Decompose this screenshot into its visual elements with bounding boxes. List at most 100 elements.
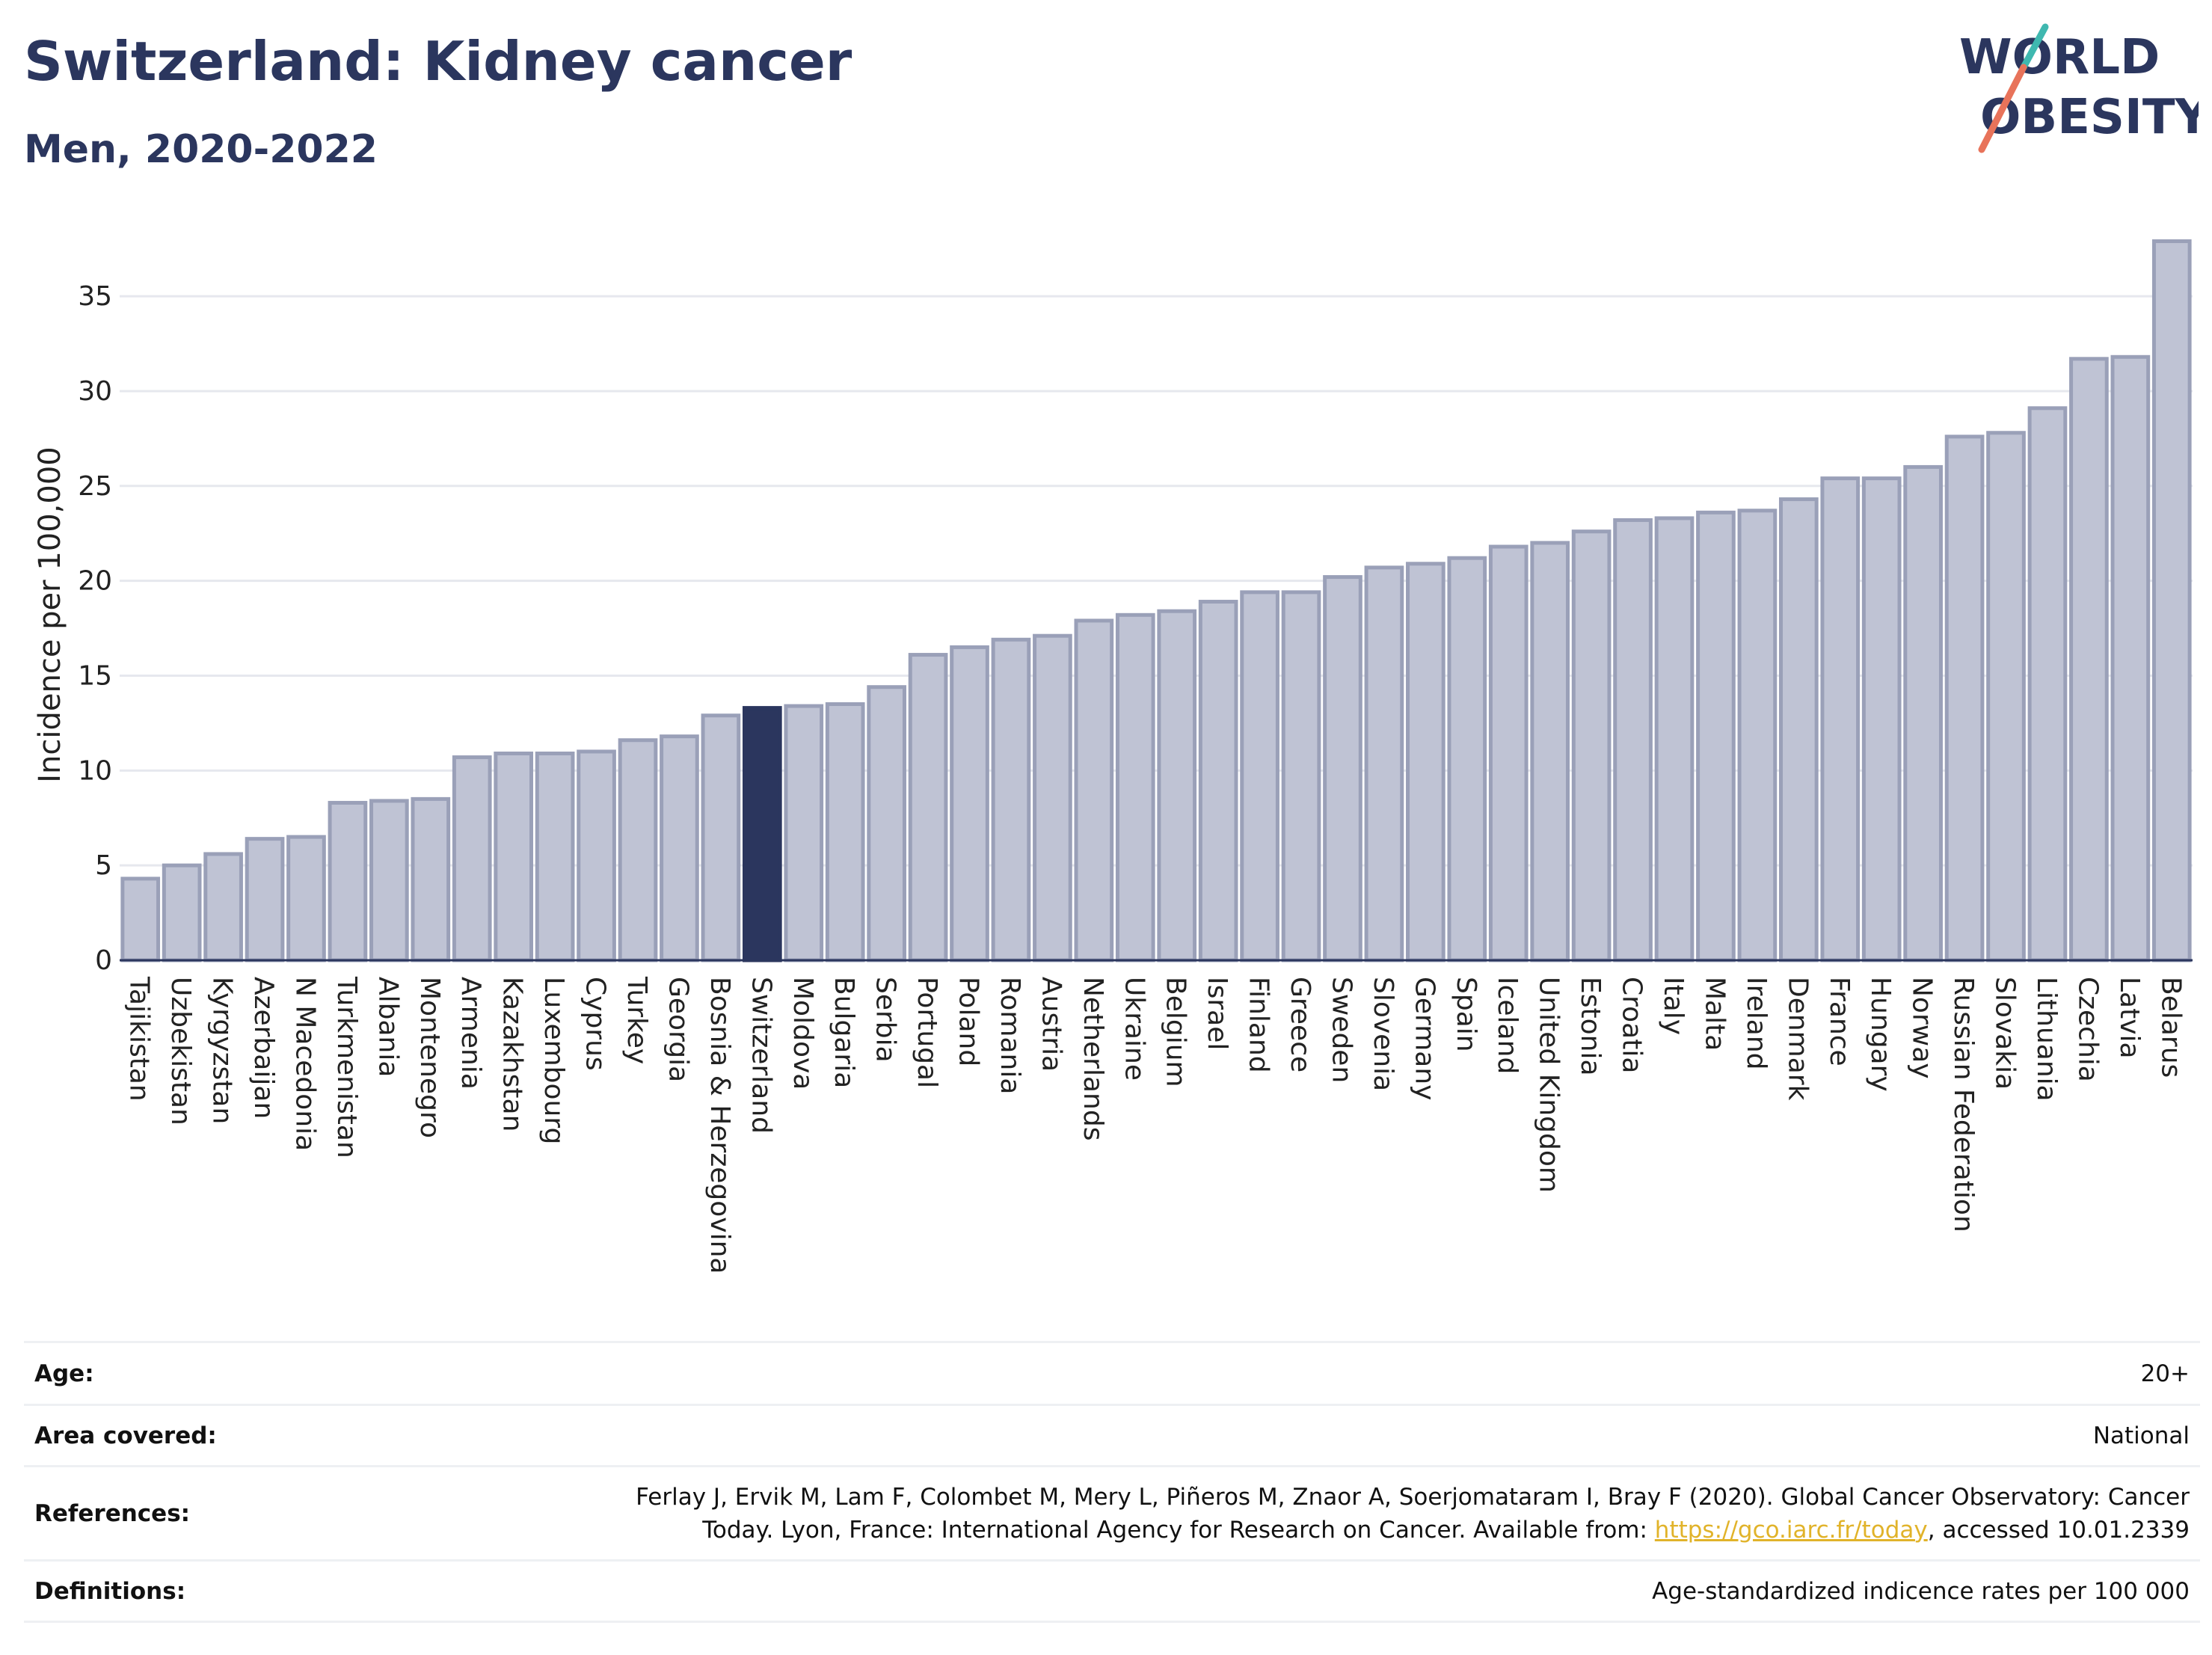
y-tick-label: 25 <box>78 471 112 502</box>
area-label: Area covered: <box>34 1422 217 1449</box>
references-label: References: <box>34 1499 191 1527</box>
page-title: Switzerland: Kidney cancer <box>24 30 852 93</box>
y-tick-label: 10 <box>78 755 112 786</box>
x-tick-label: Poland <box>953 977 984 1066</box>
x-tick-label: Belgium <box>1161 977 1191 1087</box>
bar-ireland <box>1737 509 1778 962</box>
bar-united-kingdom <box>1530 541 1570 962</box>
bar-cyprus <box>577 749 616 962</box>
bar-azerbaijan <box>245 837 285 962</box>
bar-kyrgyzstan <box>203 852 243 962</box>
bar-austria <box>1033 633 1072 962</box>
bar-estonia <box>1571 529 1612 962</box>
x-tick-label: Montenegro <box>414 977 445 1138</box>
bar-slovakia <box>1986 431 2026 962</box>
x-tick-label: Tajikistan <box>124 976 155 1102</box>
definitions-value: Age-standardized indicence rates per 100… <box>1652 1577 2190 1605</box>
bar-romania <box>991 637 1031 962</box>
bar-bulgaria <box>825 702 865 962</box>
bar-denmark <box>1778 497 1819 962</box>
bar-netherlands <box>1074 618 1114 962</box>
x-tick-label: Kazakhstan <box>497 977 528 1132</box>
bar-kazakhstan <box>494 751 534 962</box>
x-tick-label: Uzbekistan <box>165 977 196 1126</box>
bar-germany <box>1406 562 1446 962</box>
age-label: Age: <box>34 1360 94 1387</box>
bar-finland <box>1240 590 1279 962</box>
x-tick-label: Estonia <box>1575 977 1606 1076</box>
x-tick-label: Slovenia <box>1368 977 1398 1091</box>
x-tick-label: Switzerland <box>746 977 776 1134</box>
bar-iceland <box>1488 544 1529 962</box>
bar-france <box>1820 476 1861 962</box>
x-tick-label: Ukraine <box>1119 977 1149 1081</box>
x-tick-label: Serbia <box>870 977 901 1063</box>
x-tick-label: Moldova <box>787 977 818 1090</box>
bar-turkey <box>618 738 658 962</box>
bar-portugal <box>908 653 948 962</box>
x-tick-label: Cyprus <box>580 977 611 1071</box>
logo-line-2: OBESITY <box>1980 90 2199 145</box>
x-tick-label: Bulgaria <box>829 977 859 1088</box>
logo-accent-teal <box>2020 23 2049 71</box>
bar-russian-federation <box>1944 435 1985 962</box>
bar-hungary <box>1861 476 1902 962</box>
bar-n-macedonia <box>286 835 326 962</box>
bar-ukraine <box>1115 612 1155 962</box>
info-row-age: Age: 20+ <box>24 1342 2200 1405</box>
bar-italy <box>1654 516 1695 962</box>
bar-uzbekistan <box>162 863 202 962</box>
x-tick-label: Ireland <box>1741 977 1772 1070</box>
x-tick-label: Czechia <box>2072 977 2103 1082</box>
definitions-label: Definitions: <box>34 1577 186 1605</box>
x-tick-label: Finland <box>1244 977 1274 1073</box>
y-tick-label: 0 <box>95 945 112 976</box>
bar-armenia <box>452 755 492 962</box>
bar-poland <box>950 645 989 962</box>
info-table: Age: 20+ Area covered: National Referenc… <box>24 1341 2200 1623</box>
x-tick-label: Bosnia & Herzegovina <box>704 977 735 1274</box>
x-tick-label: Austria <box>1036 977 1066 1072</box>
bar-greece <box>1281 590 1321 962</box>
x-tick-label: Albania <box>372 977 403 1077</box>
area-value: National <box>2092 1422 2190 1449</box>
bar-chart: 0 5 10 15 20 25 30 35 Tajikistan Uzbekistan Kyrgy… <box>33 239 2193 1274</box>
references-text-1: Ferlay J, Ervik M, Lam F, Colombet M, Me… <box>636 1483 2190 1511</box>
x-tick-label: Iceland <box>1492 977 1523 1074</box>
x-tick-label: Azerbaijan <box>248 977 279 1119</box>
x-tick-label: Kyrgyzstan <box>207 977 238 1124</box>
y-tick-label: 15 <box>78 660 112 691</box>
x-tick-label: Netherlands <box>1078 977 1108 1140</box>
x-tick-label: Hungary <box>1865 977 1896 1092</box>
x-tick-label: Croatia <box>1617 977 1647 1073</box>
references-value: Ferlay J, Ervik M, Lam F, Colombet M, Me… <box>434 1467 2200 1561</box>
bar-bosnia-herzegovina <box>701 713 741 962</box>
bar-belgium <box>1157 609 1197 962</box>
x-tick-label: Belarus <box>2155 977 2186 1078</box>
bars <box>120 239 2192 962</box>
bar-albania <box>369 799 409 962</box>
x-tick-label: Italy <box>1658 977 1689 1035</box>
x-tick-label: France <box>1824 977 1855 1066</box>
bar-israel <box>1198 600 1238 962</box>
bar-georgia <box>660 734 699 962</box>
references-link[interactable]: https://gco.iarc.fr/today <box>1654 1516 1928 1544</box>
bar-sweden <box>1323 575 1362 962</box>
bar-spain <box>1447 556 1487 962</box>
bar-malta <box>1696 510 1736 962</box>
y-tick-label: 5 <box>95 850 112 881</box>
x-tick-label: Portugal <box>912 977 942 1088</box>
y-axis-label: Incidence per 100,000 <box>33 446 67 783</box>
bar-turkmenistan <box>328 800 368 962</box>
x-tick-label: Latvia <box>2114 977 2145 1059</box>
bar-croatia <box>1613 518 1653 962</box>
age-value: 20+ <box>2140 1360 2190 1387</box>
references-text-3: , accessed 10.01.2339 <box>1927 1516 2190 1544</box>
page-subtitle: Men, 2020-2022 <box>24 127 378 172</box>
info-row-definitions: Definitions: Age-standardized indicence … <box>24 1560 2200 1622</box>
bar-luxembourg <box>535 751 575 962</box>
x-tick-label: Israel <box>1202 977 1232 1050</box>
bar-serbia <box>867 685 906 962</box>
x-tick-label: Denmark <box>1782 977 1813 1101</box>
x-tick-label: Norway <box>1907 977 1938 1079</box>
